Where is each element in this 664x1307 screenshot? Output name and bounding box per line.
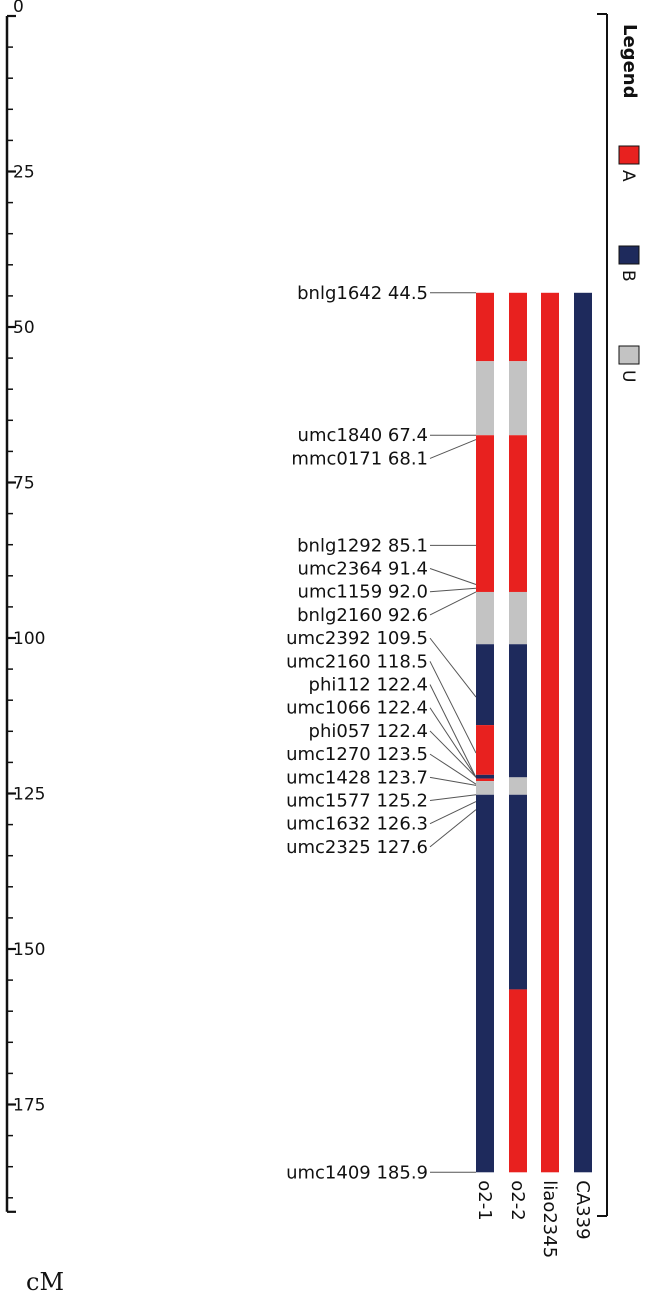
- line-name-label: o2-1: [474, 1180, 495, 1220]
- genotype-segment: [509, 777, 527, 795]
- marker-leader: [429, 684, 477, 778]
- genotype-bars: [476, 292, 592, 1173]
- marker-label: umc1428 123.7: [286, 767, 428, 788]
- genotype-segment: [476, 774, 494, 779]
- genotype-segment: [476, 292, 494, 362]
- line-names: o2-1 o2-2 liao2345 CA339: [474, 1180, 593, 1258]
- line-bar-o2-2: [509, 292, 527, 1173]
- axis-unit-label: cM: [26, 1268, 64, 1296]
- marker-leader: [429, 637, 477, 698]
- genotype-segment: [509, 989, 527, 1173]
- genotype-segment: [476, 644, 494, 726]
- legend-title: Legend: [619, 24, 640, 98]
- marker-label: umc1270 123.5: [286, 744, 428, 765]
- genotype-segment: [476, 725, 494, 775]
- genotype-segment: [509, 794, 527, 990]
- genotype-segment: [509, 644, 527, 778]
- marker-leader: [429, 794, 477, 802]
- marker-label: umc2160 118.5: [286, 651, 428, 672]
- tick-label: 50: [13, 318, 35, 338]
- tick-label: 100: [13, 629, 45, 649]
- genotype-segment: [476, 435, 494, 592]
- genotype-segment: [509, 361, 527, 436]
- line-bar-CA339: [574, 292, 592, 1173]
- tick-label: 150: [13, 940, 45, 960]
- marker-label: umc1159 92.0: [298, 582, 428, 603]
- marker-leader: [429, 753, 477, 785]
- marker-leader: [429, 587, 477, 593]
- marker-label: bnlg1642 44.5: [297, 283, 428, 304]
- genotype-segment: [476, 794, 494, 1173]
- genotype-segment: [476, 778, 494, 782]
- marker-label: bnlg1292 85.1: [297, 535, 428, 556]
- line-bar-o2-1: [476, 292, 494, 1173]
- tick-label: 0: [13, 0, 24, 17]
- legend: Legend A B U: [597, 13, 640, 1217]
- genotype-segment: [574, 292, 592, 1173]
- marker-label: umc1840 67.4: [298, 425, 428, 446]
- line-bar-liao2345: [541, 292, 559, 1173]
- tick-label: 125: [13, 785, 45, 805]
- tick-label: 175: [13, 1096, 45, 1116]
- marker-leader: [429, 568, 477, 585]
- line-name-label: CA339: [572, 1180, 593, 1239]
- marker-label: umc2325 127.6: [286, 837, 428, 858]
- marker-label: umc1577 125.2: [286, 791, 428, 812]
- marker-leader: [429, 591, 477, 616]
- legend-label-U: U: [618, 370, 638, 382]
- genotype-segment: [509, 435, 527, 592]
- legend-swatch-U: [618, 345, 640, 365]
- line-name-label: o2-2: [507, 1180, 528, 1220]
- legend-swatch-B: [618, 245, 640, 265]
- marker-leader: [429, 809, 477, 848]
- marker-leader: [429, 439, 477, 459]
- legend-swatch-A: [618, 145, 640, 165]
- marker-label: umc2392 109.5: [286, 628, 428, 649]
- marker-label: umc1066 122.4: [286, 698, 428, 719]
- marker-label: bnlg2160 92.6: [297, 605, 428, 626]
- genotype-segment: [476, 591, 494, 645]
- marker-label: umc1409 185.9: [286, 1162, 428, 1183]
- tick-label: 75: [13, 474, 35, 494]
- genotype-segment: [509, 292, 527, 362]
- marker-label: umc1632 126.3: [286, 814, 428, 835]
- cm-axis: 0 25 50 75 100 125 150 175: [5, 0, 45, 1213]
- marker-label: phi057 122.4: [309, 721, 428, 742]
- legend-label-B: B: [618, 270, 638, 282]
- genotype-segment: [476, 361, 494, 436]
- marker-label: phi112 122.4: [309, 675, 428, 696]
- genotype-segment: [541, 292, 559, 1173]
- marker-leader: [429, 661, 477, 754]
- marker-label: mmc0171 68.1: [291, 448, 428, 469]
- legend-label-A: A: [618, 170, 638, 182]
- marker-leader: [429, 707, 477, 778]
- genotype-segment: [509, 591, 527, 645]
- marker-leader: [429, 730, 477, 778]
- marker-leader: [429, 776, 477, 786]
- marker-leader: [429, 801, 477, 825]
- tick-label: 25: [13, 163, 35, 183]
- line-name-label: liao2345: [539, 1180, 560, 1258]
- genotype-segment: [476, 781, 494, 795]
- marker-label: umc2364 91.4: [298, 559, 428, 580]
- marker-leader-lines: [429, 292, 477, 1173]
